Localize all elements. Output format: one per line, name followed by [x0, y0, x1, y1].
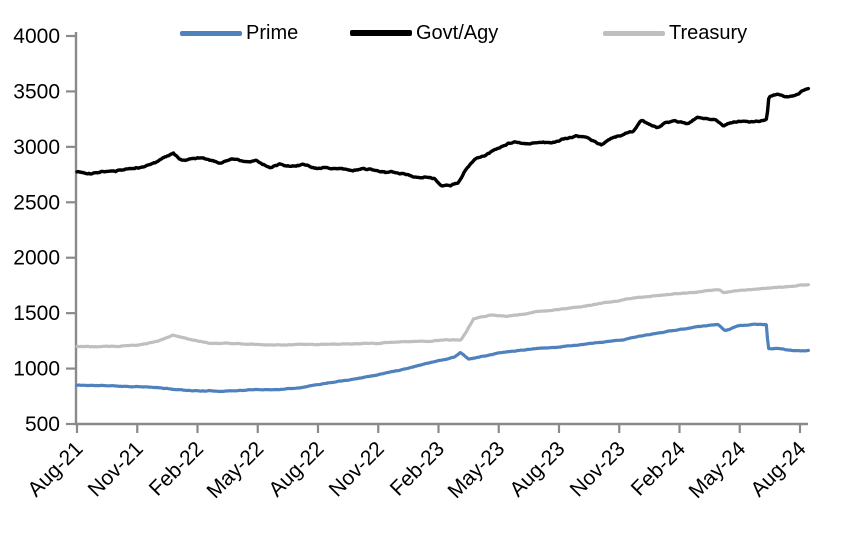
- y-tick-label: 3000: [13, 136, 60, 159]
- x-tick-label: Aug-24: [746, 437, 810, 501]
- x-tick-label: May-23: [444, 437, 510, 503]
- x-tick-label: May-24: [685, 437, 751, 503]
- y-tick-label: 3500: [13, 80, 60, 103]
- x-tick-label: Aug-22: [264, 437, 328, 501]
- y-tick-label: 4000: [13, 25, 60, 48]
- y-tick-label: 500: [25, 413, 60, 436]
- x-tick-label: Nov-22: [325, 437, 389, 501]
- x-tick-label: Feb-23: [386, 437, 449, 500]
- x-tick-label: Nov-23: [566, 437, 630, 501]
- x-tick-label: May-22: [203, 437, 269, 503]
- x-tick-label: Aug-21: [23, 437, 87, 501]
- y-tick-label: 1000: [13, 358, 60, 381]
- y-tick-label: 1500: [13, 302, 60, 325]
- x-tick-label: Feb-24: [627, 437, 691, 501]
- y-tick-label: 2500: [13, 191, 60, 214]
- y-tick-label: 2000: [13, 247, 60, 270]
- x-tick-label: Nov-21: [84, 437, 148, 501]
- x-tick-label: Feb-22: [145, 437, 208, 500]
- series-line-treasury: [75, 283, 811, 349]
- series-line-govt-agy: [75, 86, 811, 188]
- x-tick-label: Aug-23: [505, 437, 569, 501]
- series-line-prime: [75, 322, 811, 394]
